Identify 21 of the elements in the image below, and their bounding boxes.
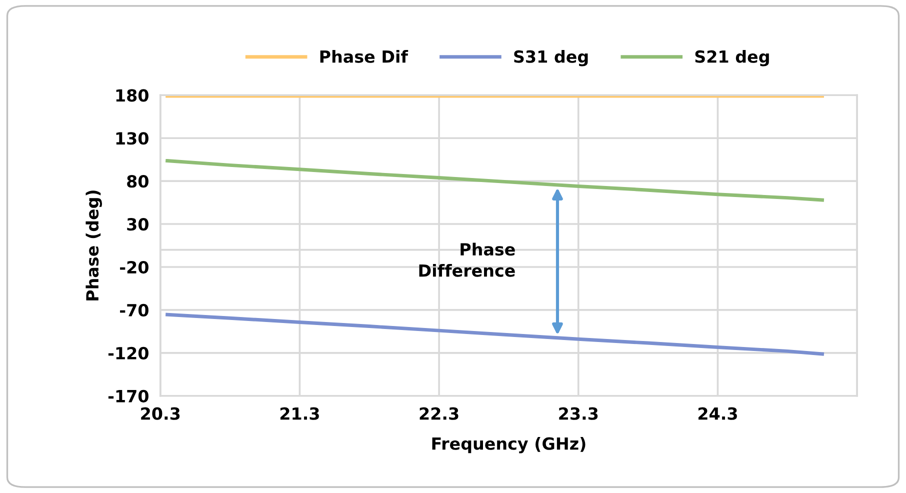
x-axis-title: Frequency (GHz)	[432, 437, 586, 454]
y-tick-label: 180	[116, 89, 148, 102]
y-tick-label: -120	[108, 346, 148, 360]
y-tick-label: -20	[120, 260, 148, 274]
y-tick-label: -170	[108, 390, 148, 402]
y-tick-label: 130	[116, 132, 148, 145]
x-tick-label: 23.3	[559, 407, 598, 420]
line-series	[166, 159, 824, 202]
line-series	[166, 312, 824, 356]
y-tick-label: 80	[127, 175, 148, 188]
legend-label: S21 deg	[695, 50, 769, 66]
legend-label: Phase Dif	[320, 50, 408, 63]
y-tick-label: 30	[127, 218, 148, 231]
y-tick-label: -70	[120, 304, 148, 317]
x-tick-label: 21.3	[280, 407, 319, 420]
legend-label: S31 deg	[514, 50, 588, 66]
x-tick-label: 22.3	[420, 407, 458, 420]
annotation: Phase Difference	[419, 242, 515, 277]
y-axis-title: Phase (deg)	[86, 190, 102, 300]
x-tick-label: 20.3	[141, 407, 180, 420]
x-tick-label: 24.3	[698, 407, 737, 420]
